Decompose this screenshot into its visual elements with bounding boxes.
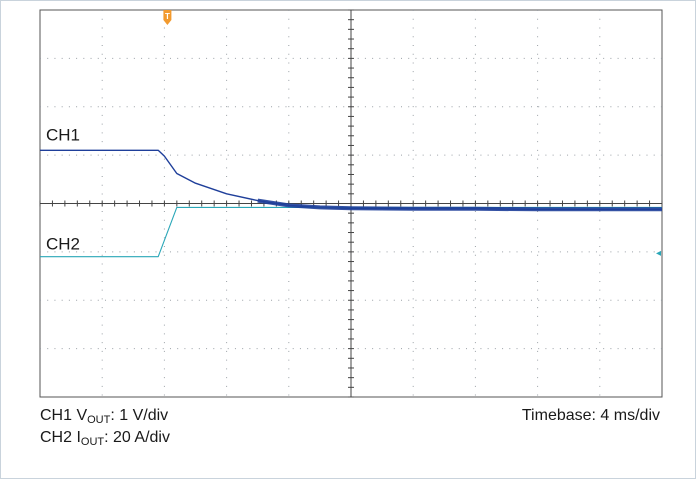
ch2-caption-sub: OUT — [80, 436, 105, 448]
ch2-caption-prefix: CH2 I — [40, 429, 81, 446]
ch1-caption-suffix: : 1 V/div — [110, 407, 169, 424]
ch2-caption-suffix: : 20 A/div — [104, 429, 170, 446]
trigger-marker-label: T — [165, 12, 170, 21]
ch2-scale-caption: CH2 IOUT: 20 A/div — [40, 429, 170, 448]
ch1-caption-prefix: CH1 V — [40, 407, 88, 424]
ch1-trace-noise — [257, 198, 662, 212]
timebase-caption: Timebase: 4 ms/div — [521, 407, 660, 424]
ch1-scale-caption: CH1 VOUT: 1 V/div — [40, 407, 169, 426]
trigger-marker-icon — [163, 10, 172, 25]
ch1-trace-label: CH1 — [46, 125, 80, 144]
ch2-trace-label: CH2 — [46, 235, 80, 254]
ch2-reference-marker-icon: ◂ — [656, 248, 661, 259]
ch1-caption-sub: OUT — [87, 414, 111, 426]
